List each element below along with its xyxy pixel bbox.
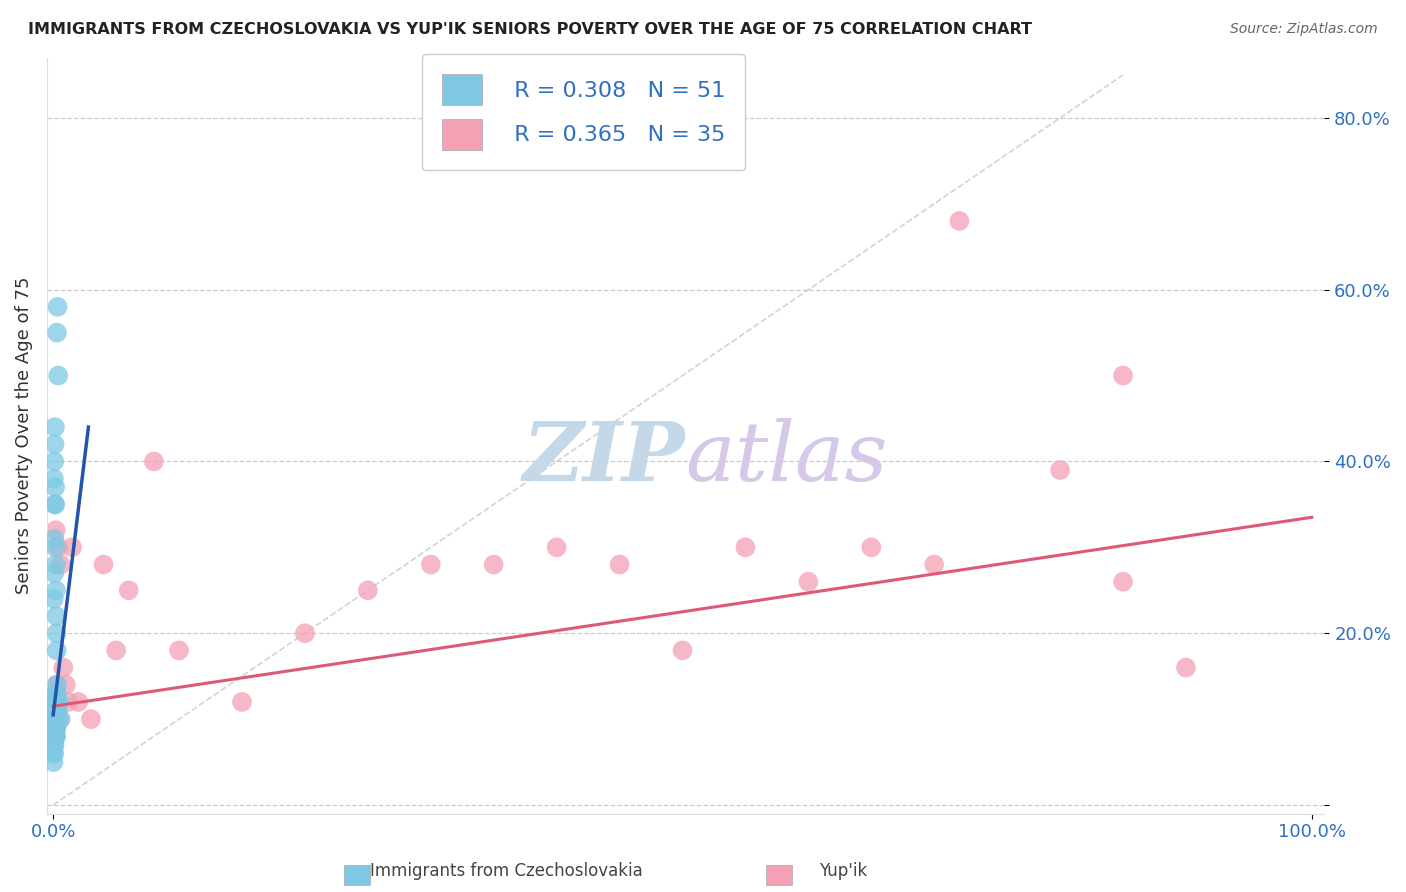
Point: [44, 729, 66, 743]
Point: [167, 643, 190, 657]
Point: [922, 558, 945, 572]
Point: [42, 712, 65, 726]
Point: [294, 626, 316, 640]
Point: [55, 678, 77, 692]
Point: [93, 558, 115, 572]
Point: [45, 729, 67, 743]
Point: [118, 583, 141, 598]
Point: [45, 678, 67, 692]
Point: [44, 686, 66, 700]
Point: [44, 704, 66, 718]
Point: [45, 558, 67, 572]
Point: [45, 523, 67, 537]
Point: [44, 729, 66, 743]
Text: Source: ZipAtlas.com: Source: ZipAtlas.com: [1230, 22, 1378, 37]
Point: [58, 695, 80, 709]
Point: [231, 695, 253, 709]
Point: [48, 712, 70, 726]
Point: [45, 609, 67, 624]
Point: [357, 583, 380, 598]
Point: [45, 704, 67, 718]
Point: [46, 704, 69, 718]
Point: [45, 721, 67, 735]
Point: [44, 480, 66, 494]
Point: [142, 454, 165, 468]
Point: [46, 368, 69, 383]
Point: [44, 532, 66, 546]
Point: [546, 541, 568, 555]
Point: [46, 326, 69, 340]
Point: [45, 686, 67, 700]
Point: [797, 574, 820, 589]
Point: [42, 472, 65, 486]
Point: [42, 738, 65, 752]
Point: [44, 695, 66, 709]
Point: [45, 626, 67, 640]
Text: Yup'ik: Yup'ik: [820, 863, 868, 880]
Point: [671, 643, 693, 657]
Point: [42, 591, 65, 606]
Point: [734, 541, 756, 555]
Point: [49, 712, 72, 726]
Point: [482, 558, 505, 572]
Y-axis label: Seniors Poverty Over the Age of 75: Seniors Poverty Over the Age of 75: [15, 277, 32, 594]
Point: [45, 712, 67, 726]
Legend:   R = 0.308   N = 51,   R = 0.365   N = 35: R = 0.308 N = 51, R = 0.365 N = 35: [422, 54, 745, 170]
Point: [45, 721, 67, 735]
Point: [44, 497, 66, 511]
Point: [42, 755, 65, 769]
Point: [80, 712, 103, 726]
Point: [44, 497, 66, 511]
Point: [44, 747, 66, 761]
Point: [49, 558, 72, 572]
Point: [948, 214, 970, 228]
Point: [1174, 660, 1197, 674]
Text: atlas: atlas: [686, 418, 889, 499]
Point: [419, 558, 441, 572]
Point: [45, 686, 67, 700]
Text: ZIP: ZIP: [523, 418, 686, 499]
Point: [44, 454, 66, 468]
Point: [609, 558, 631, 572]
Point: [42, 721, 65, 735]
Point: [1049, 463, 1071, 477]
Point: [45, 729, 67, 743]
Point: [44, 566, 66, 580]
Point: [45, 643, 67, 657]
Point: [45, 712, 67, 726]
Point: [860, 541, 883, 555]
Point: [67, 695, 90, 709]
Text: Immigrants from Czechoslovakia: Immigrants from Czechoslovakia: [370, 863, 643, 880]
Point: [45, 695, 67, 709]
Point: [44, 712, 66, 726]
Point: [44, 738, 66, 752]
Point: [42, 712, 65, 726]
Point: [60, 541, 83, 555]
Point: [105, 643, 128, 657]
Point: [44, 541, 66, 555]
Point: [44, 712, 66, 726]
Point: [52, 660, 75, 674]
Point: [44, 729, 66, 743]
Point: [42, 729, 65, 743]
Text: IMMIGRANTS FROM CZECHOSLOVAKIA VS YUP'IK SENIORS POVERTY OVER THE AGE OF 75 CORR: IMMIGRANTS FROM CZECHOSLOVAKIA VS YUP'IK…: [28, 22, 1032, 37]
Point: [44, 721, 66, 735]
Point: [1112, 368, 1135, 383]
Point: [44, 721, 66, 735]
Point: [44, 420, 66, 434]
Point: [46, 300, 69, 314]
Point: [1112, 574, 1135, 589]
Point: [45, 583, 67, 598]
Point: [46, 541, 69, 555]
Point: [46, 695, 69, 709]
Point: [44, 437, 66, 451]
Point: [44, 704, 66, 718]
Point: [48, 695, 70, 709]
Point: [42, 747, 65, 761]
Point: [46, 678, 69, 692]
Point: [46, 695, 69, 709]
